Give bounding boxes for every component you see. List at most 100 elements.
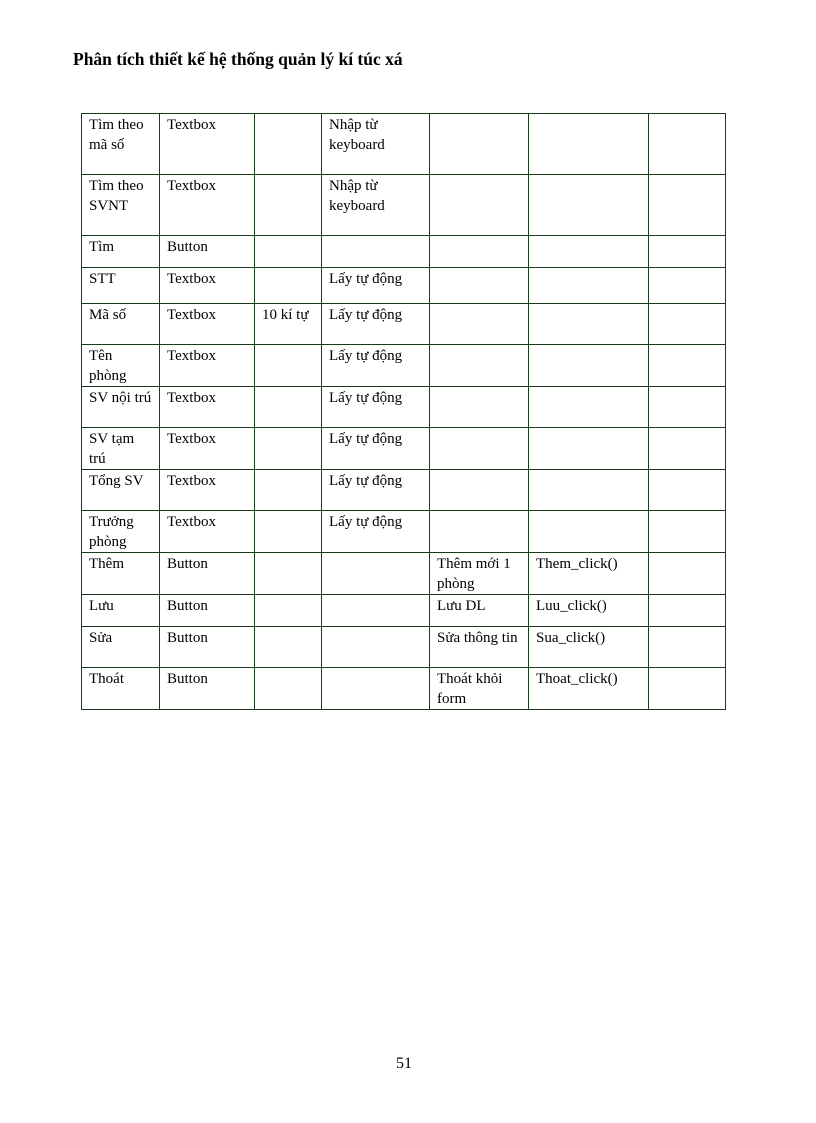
table-cell (648, 303, 726, 345)
table-cell: Lấy tự động (321, 344, 430, 387)
table-cell: Sửa thông tin (429, 626, 529, 668)
table-cell: Textbox (159, 267, 255, 304)
table-cell (648, 667, 726, 710)
table-cell: Tìm theo mã số (81, 113, 160, 175)
table-cell (429, 113, 529, 175)
table-cell: Textbox (159, 303, 255, 345)
table-cell: Textbox (159, 344, 255, 387)
table-cell: Tìm theo SVNT (81, 174, 160, 236)
table-cell: 10 kí tự (254, 303, 322, 345)
table-cell (648, 626, 726, 668)
page-number: 51 (396, 1055, 412, 1072)
table-cell (254, 235, 322, 268)
table-cell (321, 594, 430, 627)
table-cell: Textbox (159, 510, 255, 553)
table-cell: Thoát (81, 667, 160, 710)
table-cell: Nhập từ keyboard (321, 174, 430, 236)
table-cell (648, 552, 726, 595)
table-cell: Thoat_click() (528, 667, 649, 710)
table-cell: Lấy tự động (321, 510, 430, 553)
table-row: Trưởng phòng Textbox Lấy tự động (81, 510, 726, 553)
table-cell (429, 267, 529, 304)
table-cell: SV nội trú (81, 386, 160, 428)
table-cell: Button (159, 552, 255, 595)
table-cell (254, 469, 322, 511)
table-cell: SV tạm trú (81, 427, 160, 470)
table-cell (648, 386, 726, 428)
table-row: Tổng SV Textbox Lấy tự động (81, 469, 726, 511)
table-cell (429, 386, 529, 428)
table-cell (528, 113, 649, 175)
table-cell: Button (159, 667, 255, 710)
table-cell: Thoát khỏi form (429, 667, 529, 710)
table-cell (528, 344, 649, 387)
table-row: SV nội trú Textbox Lấy tự động (81, 386, 726, 428)
table-row: Tìm theo mã số Textbox Nhập từ keyboard (81, 113, 726, 175)
table-cell (254, 386, 322, 428)
table-cell: Button (159, 594, 255, 627)
table-cell (648, 469, 726, 511)
table-cell: Textbox (159, 113, 255, 175)
table-cell (528, 427, 649, 470)
table-cell: Lưu DL (429, 594, 529, 627)
table-cell: Lấy tự động (321, 386, 430, 428)
table-cell: Trưởng phòng (81, 510, 160, 553)
table-cell (321, 552, 430, 595)
controls-table: Tìm theo mã số Textbox Nhập từ keyboard Tìm… (81, 113, 726, 710)
table-cell (254, 594, 322, 627)
table-row: Tên phòng Textbox Lấy tự động (81, 344, 726, 387)
table-cell: Lấy tự động (321, 427, 430, 470)
table-cell (648, 510, 726, 553)
table-cell (254, 267, 322, 304)
table-cell: Sửa (81, 626, 160, 668)
table-cell: Lưu (81, 594, 160, 627)
table-cell (648, 174, 726, 236)
table-cell (648, 235, 726, 268)
table-cell: Lấy tự động (321, 267, 430, 304)
table-cell (429, 174, 529, 236)
table-cell (254, 552, 322, 595)
table-cell: Tổng SV (81, 469, 160, 511)
table-cell (528, 235, 649, 268)
table-cell (429, 303, 529, 345)
table-cell (648, 427, 726, 470)
table-cell (528, 386, 649, 428)
table-row: Thoát Button Thoát khỏi form Thoat_click() (81, 667, 726, 710)
table-cell (528, 303, 649, 345)
table-cell: Mã số (81, 303, 160, 345)
table-cell: Textbox (159, 386, 255, 428)
table-cell: Luu_click() (528, 594, 649, 627)
table-cell: Textbox (159, 174, 255, 236)
table-cell (648, 594, 726, 627)
table-row: Tìm Button (81, 235, 726, 268)
table-cell (528, 510, 649, 553)
table-row: Sửa Button Sửa thông tin Sua_click() (81, 626, 726, 668)
table-cell (321, 235, 430, 268)
table-cell: Nhập từ keyboard (321, 113, 430, 175)
table-row: Thêm Button Thêm mới 1 phòng Them_click() (81, 552, 726, 595)
table-cell: Textbox (159, 469, 255, 511)
table-row: SV tạm trú Textbox Lấy tự động (81, 427, 726, 470)
table-cell (254, 667, 322, 710)
table-cell: Lấy tự động (321, 303, 430, 345)
table-row: Lưu Button Lưu DL Luu_click() (81, 594, 726, 627)
table-cell (321, 667, 430, 710)
table-cell: Button (159, 626, 255, 668)
table-cell: Tìm (81, 235, 160, 268)
table-row: Mã số Textbox 10 kí tự Lấy tự động (81, 303, 726, 345)
table-cell: Lấy tự động (321, 469, 430, 511)
table-cell (528, 174, 649, 236)
page-title: Phân tích thiết kế hệ thống quản lý kí t… (73, 49, 403, 69)
table-cell: Sua_click() (528, 626, 649, 668)
table-cell (429, 510, 529, 553)
table-cell (429, 235, 529, 268)
table-cell (648, 113, 726, 175)
table-cell (648, 344, 726, 387)
table-cell: Thêm mới 1 phòng (429, 552, 529, 595)
table-cell: Button (159, 235, 255, 268)
table-cell (528, 469, 649, 511)
table-cell: STT (81, 267, 160, 304)
table-cell (429, 427, 529, 470)
table-cell (429, 469, 529, 511)
table-cell (254, 626, 322, 668)
